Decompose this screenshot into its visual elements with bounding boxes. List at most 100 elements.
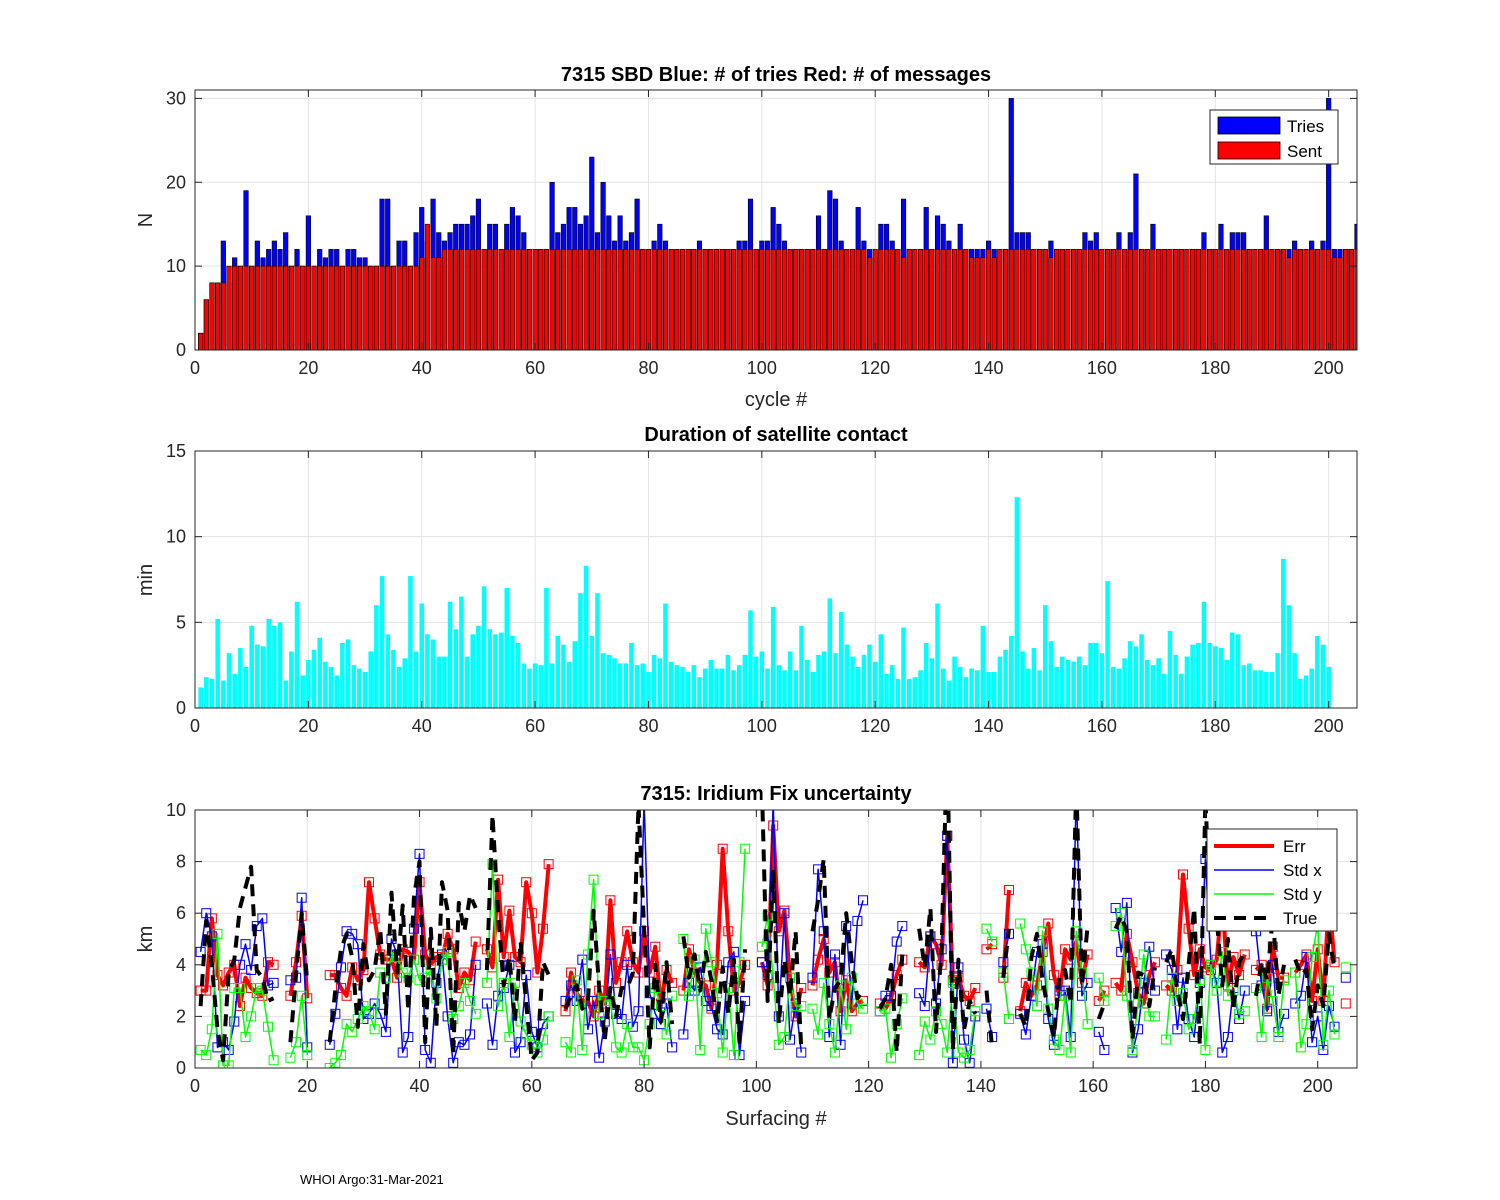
legend-swatch-tries bbox=[1217, 116, 1281, 135]
marker-std-y bbox=[1329, 1029, 1340, 1040]
bar-duration bbox=[685, 672, 691, 708]
marker-std-x bbox=[998, 957, 1009, 968]
bar-sent bbox=[419, 257, 425, 350]
bar-duration bbox=[617, 663, 623, 708]
legend-label-true: True bbox=[1283, 909, 1317, 928]
bar-sent bbox=[940, 249, 946, 350]
y-tick-label: 0 bbox=[176, 1058, 186, 1078]
bar-duration bbox=[600, 653, 606, 708]
bar-duration bbox=[487, 629, 493, 708]
bar-duration bbox=[884, 673, 889, 708]
bar-duration bbox=[759, 651, 765, 708]
bar-sent bbox=[934, 249, 941, 350]
marker-err bbox=[616, 957, 627, 968]
bars bbox=[198, 98, 1357, 350]
marker-std-y bbox=[566, 1047, 577, 1058]
legend-label-sent: Sent bbox=[1287, 142, 1322, 161]
marker-err bbox=[262, 957, 273, 968]
marker-err bbox=[481, 944, 492, 955]
bar-duration bbox=[300, 675, 305, 708]
marker-std-y bbox=[509, 977, 520, 988]
marker-std-x bbox=[229, 1016, 240, 1027]
marker-std-x bbox=[886, 990, 897, 1001]
bar-duration bbox=[1071, 661, 1076, 708]
bar-sent bbox=[713, 249, 720, 350]
bar-duration bbox=[260, 646, 266, 708]
marker-err bbox=[1032, 980, 1043, 991]
marker-std-x bbox=[987, 1032, 998, 1043]
bar-sent bbox=[566, 249, 572, 350]
bar-duration bbox=[1156, 658, 1161, 708]
bar-sent bbox=[764, 249, 771, 350]
bar-sent bbox=[577, 249, 584, 350]
marker-std-y bbox=[1183, 1024, 1194, 1035]
marker-err bbox=[790, 1011, 801, 1022]
marker-std-y bbox=[678, 934, 689, 944]
bar-sent bbox=[555, 249, 561, 350]
marker-std-x bbox=[1048, 1039, 1059, 1050]
marker-std-x bbox=[1172, 1024, 1183, 1035]
marker-std-y bbox=[195, 1044, 206, 1055]
bar-duration bbox=[1281, 558, 1286, 708]
bar-sent bbox=[300, 265, 306, 350]
marker-std-y bbox=[594, 1008, 605, 1019]
marker-err bbox=[796, 983, 807, 994]
marker-std-y bbox=[818, 977, 829, 988]
bar-sent bbox=[696, 249, 703, 350]
bar-duration bbox=[731, 670, 736, 708]
bar-duration bbox=[634, 665, 640, 708]
marker-std-x bbox=[515, 1037, 526, 1048]
bar-duration bbox=[351, 665, 356, 708]
bar-sent bbox=[844, 249, 850, 350]
marker-std-x bbox=[521, 970, 532, 981]
bar-duration bbox=[1173, 654, 1178, 708]
bar-duration bbox=[850, 656, 855, 708]
bar-sent bbox=[1207, 249, 1213, 350]
marker-std-y bbox=[364, 1006, 375, 1017]
marker-std-y bbox=[858, 1003, 869, 1014]
marker-err bbox=[1307, 995, 1318, 1006]
bar-duration bbox=[833, 653, 838, 708]
marker-std-x bbox=[1054, 985, 1065, 996]
marker-std-y bbox=[330, 1057, 341, 1068]
marker-std-x bbox=[1099, 1044, 1110, 1055]
marker-err bbox=[543, 859, 554, 870]
bar-sent bbox=[560, 249, 567, 350]
bar-duration bbox=[1122, 658, 1127, 708]
chart-title: 7315: Iridium Fix uncertainty bbox=[640, 783, 912, 805]
bar-duration bbox=[544, 588, 549, 708]
bar-duration bbox=[1054, 666, 1059, 708]
bar-duration bbox=[725, 654, 731, 708]
marker-std-y bbox=[234, 983, 245, 994]
bar-duration bbox=[215, 618, 220, 708]
bar-duration bbox=[374, 605, 379, 708]
marker-err bbox=[846, 1006, 857, 1017]
marker-std-x bbox=[1043, 1013, 1054, 1024]
y-tick-label: 10 bbox=[166, 256, 186, 276]
marker-err bbox=[622, 926, 633, 937]
bar-duration bbox=[464, 656, 470, 708]
x-tick-label: 80 bbox=[638, 358, 658, 378]
bar-duration bbox=[940, 668, 946, 708]
bar-sent bbox=[606, 249, 612, 350]
marker-std-x bbox=[1144, 941, 1155, 952]
marker-std-y bbox=[223, 1060, 234, 1068]
bar-sent bbox=[1252, 249, 1258, 350]
bar-sent bbox=[1241, 249, 1247, 350]
bar-duration bbox=[736, 665, 742, 708]
x-tick-label: 20 bbox=[298, 358, 318, 378]
bar-duration bbox=[974, 670, 980, 708]
bar-duration bbox=[1190, 644, 1195, 708]
marker-std-y bbox=[257, 985, 268, 996]
marker-err bbox=[1043, 918, 1054, 929]
marker-std-y bbox=[700, 923, 711, 934]
bar-duration bbox=[918, 670, 923, 708]
marker-std-y bbox=[655, 1001, 666, 1012]
bar-duration bbox=[379, 576, 385, 708]
bar-duration bbox=[498, 632, 504, 708]
bar-duration bbox=[1128, 641, 1133, 708]
bar-sent bbox=[1127, 249, 1133, 350]
marker-std-y bbox=[1239, 1006, 1250, 1017]
x-tick-label: 180 bbox=[1200, 716, 1230, 736]
marker-std-y bbox=[1054, 1044, 1065, 1055]
